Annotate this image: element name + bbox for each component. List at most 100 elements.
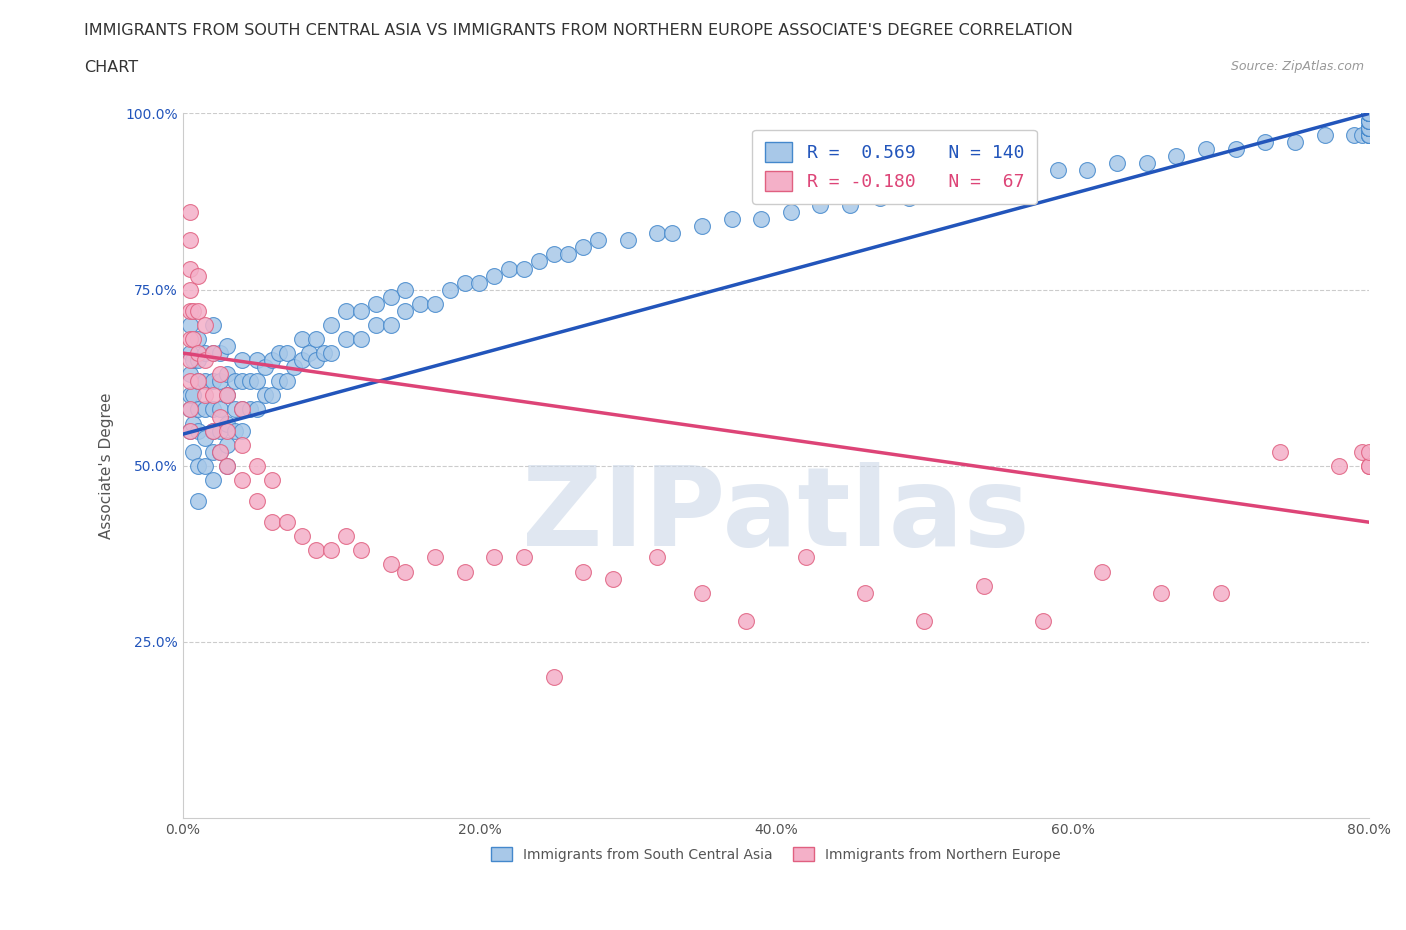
Point: [350, 543, 373, 558]
Point: [1195, 141, 1218, 156]
Point: [298, 346, 321, 361]
Point: [1358, 120, 1381, 135]
Point: [246, 374, 269, 389]
Point: [194, 346, 217, 361]
Point: [187, 332, 209, 347]
Point: [335, 529, 357, 544]
Point: [321, 543, 343, 558]
Point: [423, 297, 446, 312]
Point: [602, 571, 624, 586]
Point: [283, 360, 305, 375]
Point: [187, 458, 209, 473]
Point: [179, 317, 201, 332]
Point: [869, 191, 891, 206]
Point: [194, 431, 217, 445]
Point: [217, 388, 239, 403]
Point: [1150, 585, 1173, 600]
Point: [179, 352, 201, 367]
Point: [305, 352, 328, 367]
Point: [194, 317, 217, 332]
Point: [513, 550, 536, 565]
Point: [239, 374, 262, 389]
Point: [201, 388, 224, 403]
Point: [1136, 155, 1159, 170]
Point: [312, 346, 335, 361]
Point: [183, 445, 205, 459]
Point: [217, 458, 239, 473]
Point: [735, 614, 758, 629]
Point: [647, 550, 669, 565]
Point: [260, 388, 283, 403]
Point: [208, 445, 231, 459]
Point: [839, 198, 862, 213]
Point: [1358, 113, 1381, 128]
Point: [179, 205, 201, 219]
Point: [853, 585, 876, 600]
Point: [194, 402, 217, 417]
Point: [1329, 458, 1351, 473]
Point: [1358, 120, 1381, 135]
Point: [928, 183, 950, 198]
Point: [194, 388, 217, 403]
Point: [187, 423, 209, 438]
Point: [912, 614, 935, 629]
Point: [246, 458, 269, 473]
Point: [1225, 141, 1247, 156]
Point: [1358, 127, 1381, 142]
Point: [1209, 585, 1232, 600]
Point: [183, 416, 205, 431]
Point: [179, 282, 201, 297]
Point: [1254, 134, 1277, 149]
Point: [305, 543, 328, 558]
Point: [187, 268, 209, 283]
Point: [394, 565, 416, 579]
Point: [231, 374, 253, 389]
Point: [290, 529, 312, 544]
Y-axis label: Associate's Degree: Associate's Degree: [100, 392, 114, 539]
Point: [557, 247, 579, 262]
Point: [231, 402, 253, 417]
Point: [779, 205, 801, 219]
Point: [276, 515, 298, 530]
Point: [201, 445, 224, 459]
Point: [208, 374, 231, 389]
Point: [484, 268, 506, 283]
Point: [187, 374, 209, 389]
Point: [1358, 445, 1381, 459]
Point: [217, 437, 239, 452]
Point: [194, 352, 217, 367]
Point: [179, 332, 201, 347]
Point: [253, 388, 276, 403]
Point: [1358, 120, 1381, 135]
Point: [276, 346, 298, 361]
Point: [957, 177, 980, 192]
Point: [572, 240, 595, 255]
Point: [1358, 113, 1381, 128]
Point: [1358, 106, 1381, 121]
Point: [1017, 169, 1039, 184]
Point: [380, 557, 402, 572]
Point: [380, 317, 402, 332]
Text: IMMIGRANTS FROM SOUTH CENTRAL ASIA VS IMMIGRANTS FROM NORTHERN EUROPE ASSOCIATE': IMMIGRANTS FROM SOUTH CENTRAL ASIA VS IM…: [84, 23, 1073, 38]
Point: [201, 423, 224, 438]
Point: [217, 423, 239, 438]
Point: [201, 374, 224, 389]
Point: [1350, 445, 1372, 459]
Point: [1343, 127, 1365, 142]
Point: [513, 261, 536, 276]
Point: [1358, 120, 1381, 135]
Point: [179, 374, 201, 389]
Point: [179, 366, 201, 381]
Point: [616, 232, 638, 247]
Point: [1091, 565, 1114, 579]
Point: [484, 550, 506, 565]
Point: [453, 565, 475, 579]
Point: [543, 670, 565, 684]
Point: [217, 416, 239, 431]
Point: [187, 494, 209, 509]
Text: CHART: CHART: [84, 60, 138, 75]
Point: [208, 346, 231, 361]
Point: [179, 346, 201, 361]
Point: [224, 402, 246, 417]
Point: [468, 275, 491, 290]
